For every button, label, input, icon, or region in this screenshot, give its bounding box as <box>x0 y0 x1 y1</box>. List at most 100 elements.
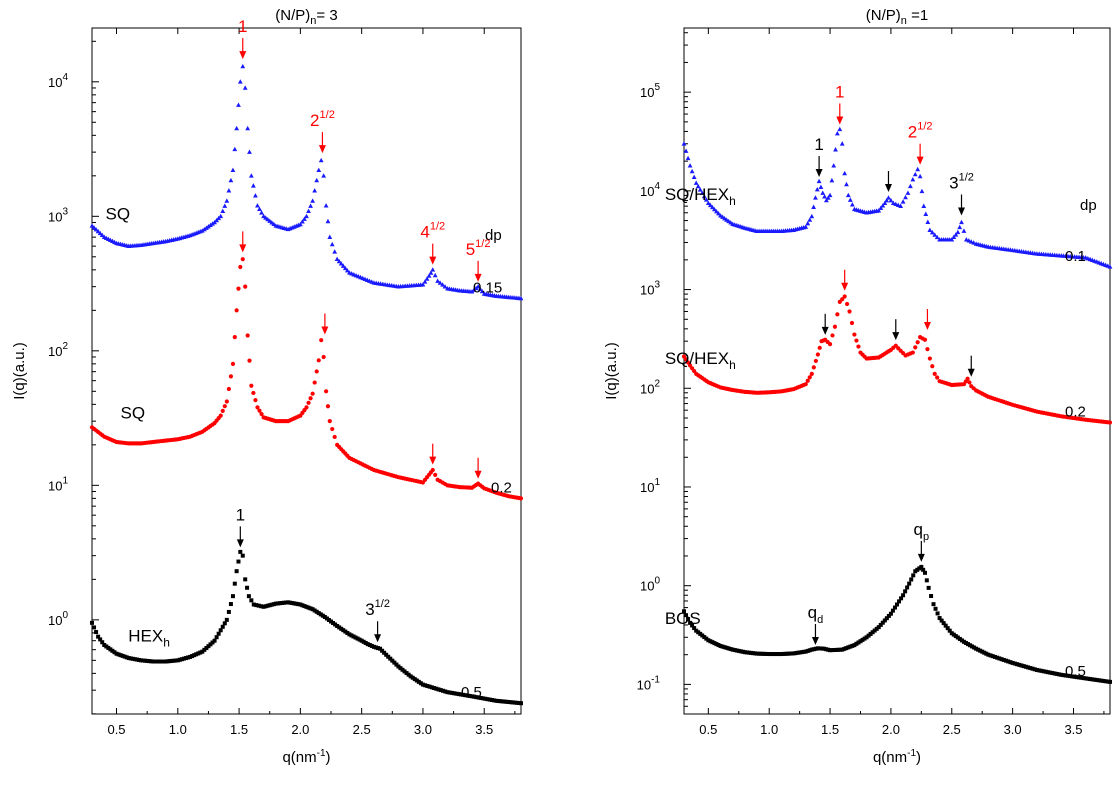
data-point <box>1083 676 1088 681</box>
data-point <box>204 646 209 651</box>
data-point <box>245 585 250 590</box>
data-point <box>795 650 800 655</box>
data-point <box>226 386 231 392</box>
data-point <box>706 638 711 643</box>
data-point <box>240 257 245 262</box>
data-point <box>1046 670 1051 675</box>
data-point <box>691 174 697 180</box>
data-point <box>249 383 254 388</box>
data-point <box>442 284 448 289</box>
data-point <box>824 647 828 652</box>
data-point <box>259 411 264 417</box>
data-point <box>913 569 918 574</box>
data-point <box>188 654 193 659</box>
data-point <box>694 628 699 633</box>
data-point <box>430 467 435 473</box>
data-point <box>1074 675 1079 680</box>
data-point <box>259 210 264 215</box>
y-tick-exponent: 5 <box>654 82 660 93</box>
data-point <box>130 656 135 661</box>
data-point <box>449 690 454 695</box>
data-point <box>995 655 1000 660</box>
data-point <box>498 699 503 704</box>
data-point <box>1094 677 1099 682</box>
data-point <box>907 183 913 189</box>
data-point <box>519 701 523 706</box>
data-point <box>687 163 693 168</box>
data-point <box>240 63 246 69</box>
data-point <box>932 371 937 376</box>
data-point <box>982 650 987 655</box>
data-point <box>789 651 794 656</box>
data-point <box>868 631 873 636</box>
data-point <box>236 559 241 564</box>
phase-label: SQ <box>106 204 131 223</box>
data-point <box>204 225 209 230</box>
data-point <box>380 648 385 653</box>
data-point <box>710 640 715 645</box>
data-point <box>777 652 782 657</box>
data-point <box>811 647 816 652</box>
chart-title-tail: =1 <box>907 7 928 24</box>
data-point <box>210 221 215 226</box>
data-point <box>323 203 329 208</box>
data-point <box>842 646 847 651</box>
data-point <box>414 678 419 683</box>
data-point <box>899 596 904 601</box>
data-point <box>807 375 812 380</box>
data-point <box>481 696 486 701</box>
data-point <box>392 660 397 665</box>
data-point <box>852 332 857 337</box>
data-point <box>834 131 840 136</box>
data-point <box>935 375 940 380</box>
data-point <box>290 601 295 606</box>
y-tick-label: 105 <box>640 82 660 100</box>
data-point <box>304 604 309 609</box>
data-point <box>128 656 133 661</box>
data-point <box>288 600 293 605</box>
data-point <box>781 651 786 656</box>
data-point <box>302 604 307 609</box>
data-point <box>359 638 364 643</box>
data-point <box>943 623 948 628</box>
data-point <box>325 404 331 409</box>
data-point <box>100 640 105 645</box>
y-tick-label: 100 <box>48 610 68 628</box>
annotation-label: qp <box>914 520 930 543</box>
data-point <box>697 187 703 192</box>
data-point <box>699 190 705 195</box>
data-point <box>988 653 993 658</box>
data-point <box>134 657 139 662</box>
x-tick-label: 3.5 <box>475 722 493 737</box>
series-3: BOS 0.5 <box>665 564 1112 684</box>
data-point <box>882 618 887 623</box>
x-axis-label: q(nm-1) <box>282 748 330 766</box>
data-point <box>504 699 509 704</box>
data-point <box>199 228 205 233</box>
data-point <box>931 602 936 607</box>
data-point <box>1108 679 1112 684</box>
y-tick-label: 103 <box>640 280 660 298</box>
data-point <box>803 649 808 654</box>
data-point <box>245 333 250 338</box>
data-point <box>353 635 358 640</box>
data-point <box>461 692 466 697</box>
data-point <box>955 229 961 235</box>
data-point <box>830 333 835 338</box>
data-point <box>308 606 313 611</box>
data-point <box>286 600 291 605</box>
data-point <box>432 272 438 278</box>
data-point <box>953 634 958 639</box>
data-point <box>490 698 495 703</box>
data-point <box>849 320 855 326</box>
annotation-arrow-head <box>811 636 819 645</box>
peak-annotation: 1 <box>814 135 824 177</box>
chart-title: (N/P)n= 3 <box>275 7 337 27</box>
data-point <box>220 624 225 629</box>
data-point <box>316 167 322 173</box>
y-tick-exponent: 4 <box>62 72 68 83</box>
annotation-label: 51/2 <box>466 238 491 259</box>
data-point <box>722 645 727 650</box>
data-point <box>959 638 964 643</box>
data-point <box>811 204 817 209</box>
